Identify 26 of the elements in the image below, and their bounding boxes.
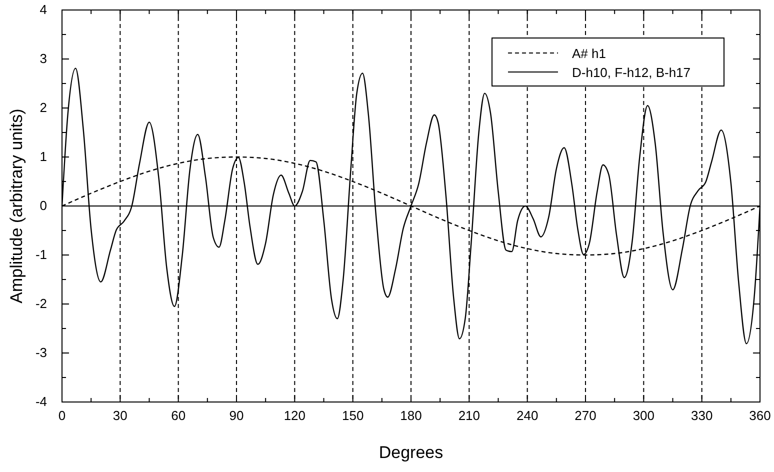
y-tick-label: -3	[35, 345, 47, 360]
y-tick-label: -4	[35, 394, 47, 410]
x-tick-label: 150	[342, 408, 364, 424]
x-tick-label: 270	[574, 408, 596, 424]
x-tick-label: 240	[516, 408, 538, 424]
legend-label: A# h1	[572, 46, 606, 61]
x-tick-label: 0	[58, 408, 66, 424]
y-tick-label: 2	[40, 100, 47, 116]
x-tick-label: 180	[400, 408, 422, 424]
x-tick-label: 120	[284, 408, 306, 424]
y-tick-label: 1	[40, 149, 47, 164]
legend-label: D-h10, F-h12, B-h17	[572, 65, 691, 80]
x-tick-label: 330	[690, 408, 713, 424]
x-tick-label: 30	[112, 408, 128, 424]
y-tick-label: 4	[40, 2, 47, 18]
x-tick-label: 60	[171, 408, 186, 424]
x-axis-title: Degrees	[378, 443, 444, 462]
y-tick-label: 0	[40, 198, 47, 214]
x-tick-label: 360	[749, 408, 771, 424]
y-tick-label: -2	[35, 296, 47, 312]
y-tick-label: 3	[40, 51, 47, 66]
y-tick-label: -1	[35, 247, 47, 262]
x-tick-label: 90	[229, 408, 244, 424]
x-tick-label: 210	[458, 408, 480, 424]
x-tick-label: 300	[632, 408, 655, 424]
y-axis-title: Amplitude (arbitrary units)	[7, 108, 26, 304]
